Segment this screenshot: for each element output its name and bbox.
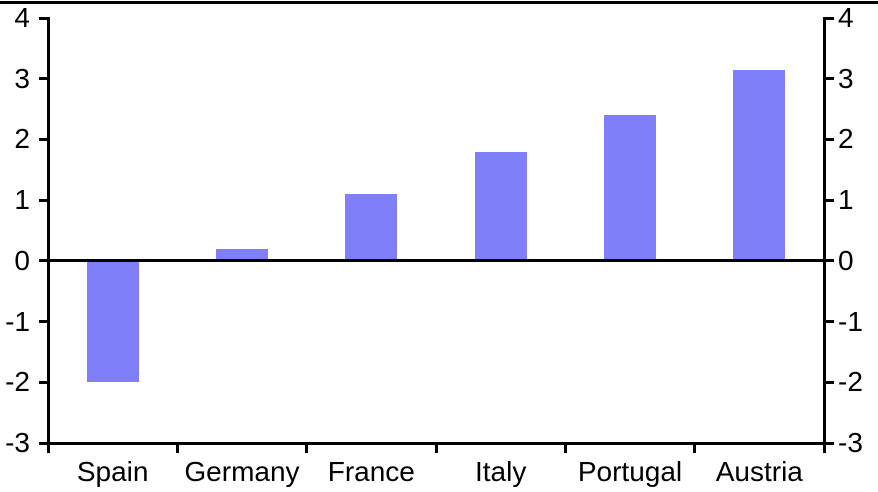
- y-tick-label-left: -1: [5, 305, 30, 337]
- y-axis-tick-left: [38, 441, 47, 445]
- zero-line: [48, 259, 824, 263]
- x-category-label-portugal: Portugal: [577, 456, 683, 487]
- x-category-label-germany: Germany: [184, 456, 300, 487]
- x-category-label-italy: Italy: [474, 456, 527, 487]
- y-axis-tick-left: [38, 16, 47, 20]
- y-tick-label-left: 4: [14, 2, 30, 33]
- y-tick-label-left: 1: [14, 184, 30, 216]
- y-axis-tick-right: [825, 16, 834, 20]
- bar-france: [345, 194, 398, 261]
- top-border-line: [0, 1, 878, 4]
- y-axis-tick-left: [38, 137, 47, 141]
- y-tick-label-right: 2: [838, 123, 854, 155]
- y-axis-tick-left: [38, 259, 47, 263]
- y-axis-right-line: [822, 16, 826, 445]
- x-category-label-spain: Spain: [76, 456, 149, 487]
- bar-austria: [733, 69, 786, 261]
- y-tick-label-right: -3: [838, 427, 863, 458]
- y-tick-label-right: -2: [838, 366, 863, 398]
- y-axis-tick-left: [38, 380, 47, 384]
- x-category-label-austria: Austria: [715, 456, 803, 487]
- y-axis-tick-right: [825, 441, 834, 445]
- y-axis-tick-right: [825, 137, 834, 141]
- x-axis-tick: [693, 444, 697, 453]
- x-axis-tick: [822, 444, 826, 453]
- x-category-label-france: France: [327, 456, 415, 487]
- y-axis-tick-right: [825, 380, 834, 384]
- y-axis-tick-left: [38, 77, 47, 81]
- x-axis-tick: [305, 444, 309, 453]
- y-axis-tick-right: [825, 198, 834, 202]
- bar-spain: [86, 260, 139, 383]
- y-tick-label-left: 2: [14, 123, 30, 155]
- x-axis-line: [46, 441, 826, 445]
- y-axis-left-line: [46, 16, 50, 445]
- y-axis-tick-right: [825, 320, 834, 324]
- y-axis-tick-left: [38, 198, 47, 202]
- bar-portugal: [604, 115, 656, 261]
- y-tick-label-right: 3: [838, 62, 854, 94]
- y-tick-label-right: 1: [838, 184, 854, 216]
- x-axis-tick: [175, 444, 179, 453]
- bar-italy: [474, 151, 527, 261]
- y-axis-tick-left: [38, 320, 47, 324]
- y-tick-label-right: 0: [838, 244, 854, 276]
- y-tick-label-left: -3: [5, 427, 30, 458]
- y-axis-tick-right: [825, 77, 834, 81]
- bar-germany: [216, 248, 268, 261]
- y-tick-label-left: -2: [5, 366, 30, 398]
- y-tick-label-right: 4: [838, 2, 854, 33]
- x-axis-tick: [46, 444, 50, 453]
- y-tick-label-left: 0: [14, 244, 30, 276]
- y-tick-label-right: -1: [838, 305, 863, 337]
- x-axis-tick: [434, 444, 438, 453]
- y-axis-tick-right: [825, 259, 834, 263]
- y-tick-label-left: 3: [14, 62, 30, 94]
- x-axis-tick: [563, 444, 567, 453]
